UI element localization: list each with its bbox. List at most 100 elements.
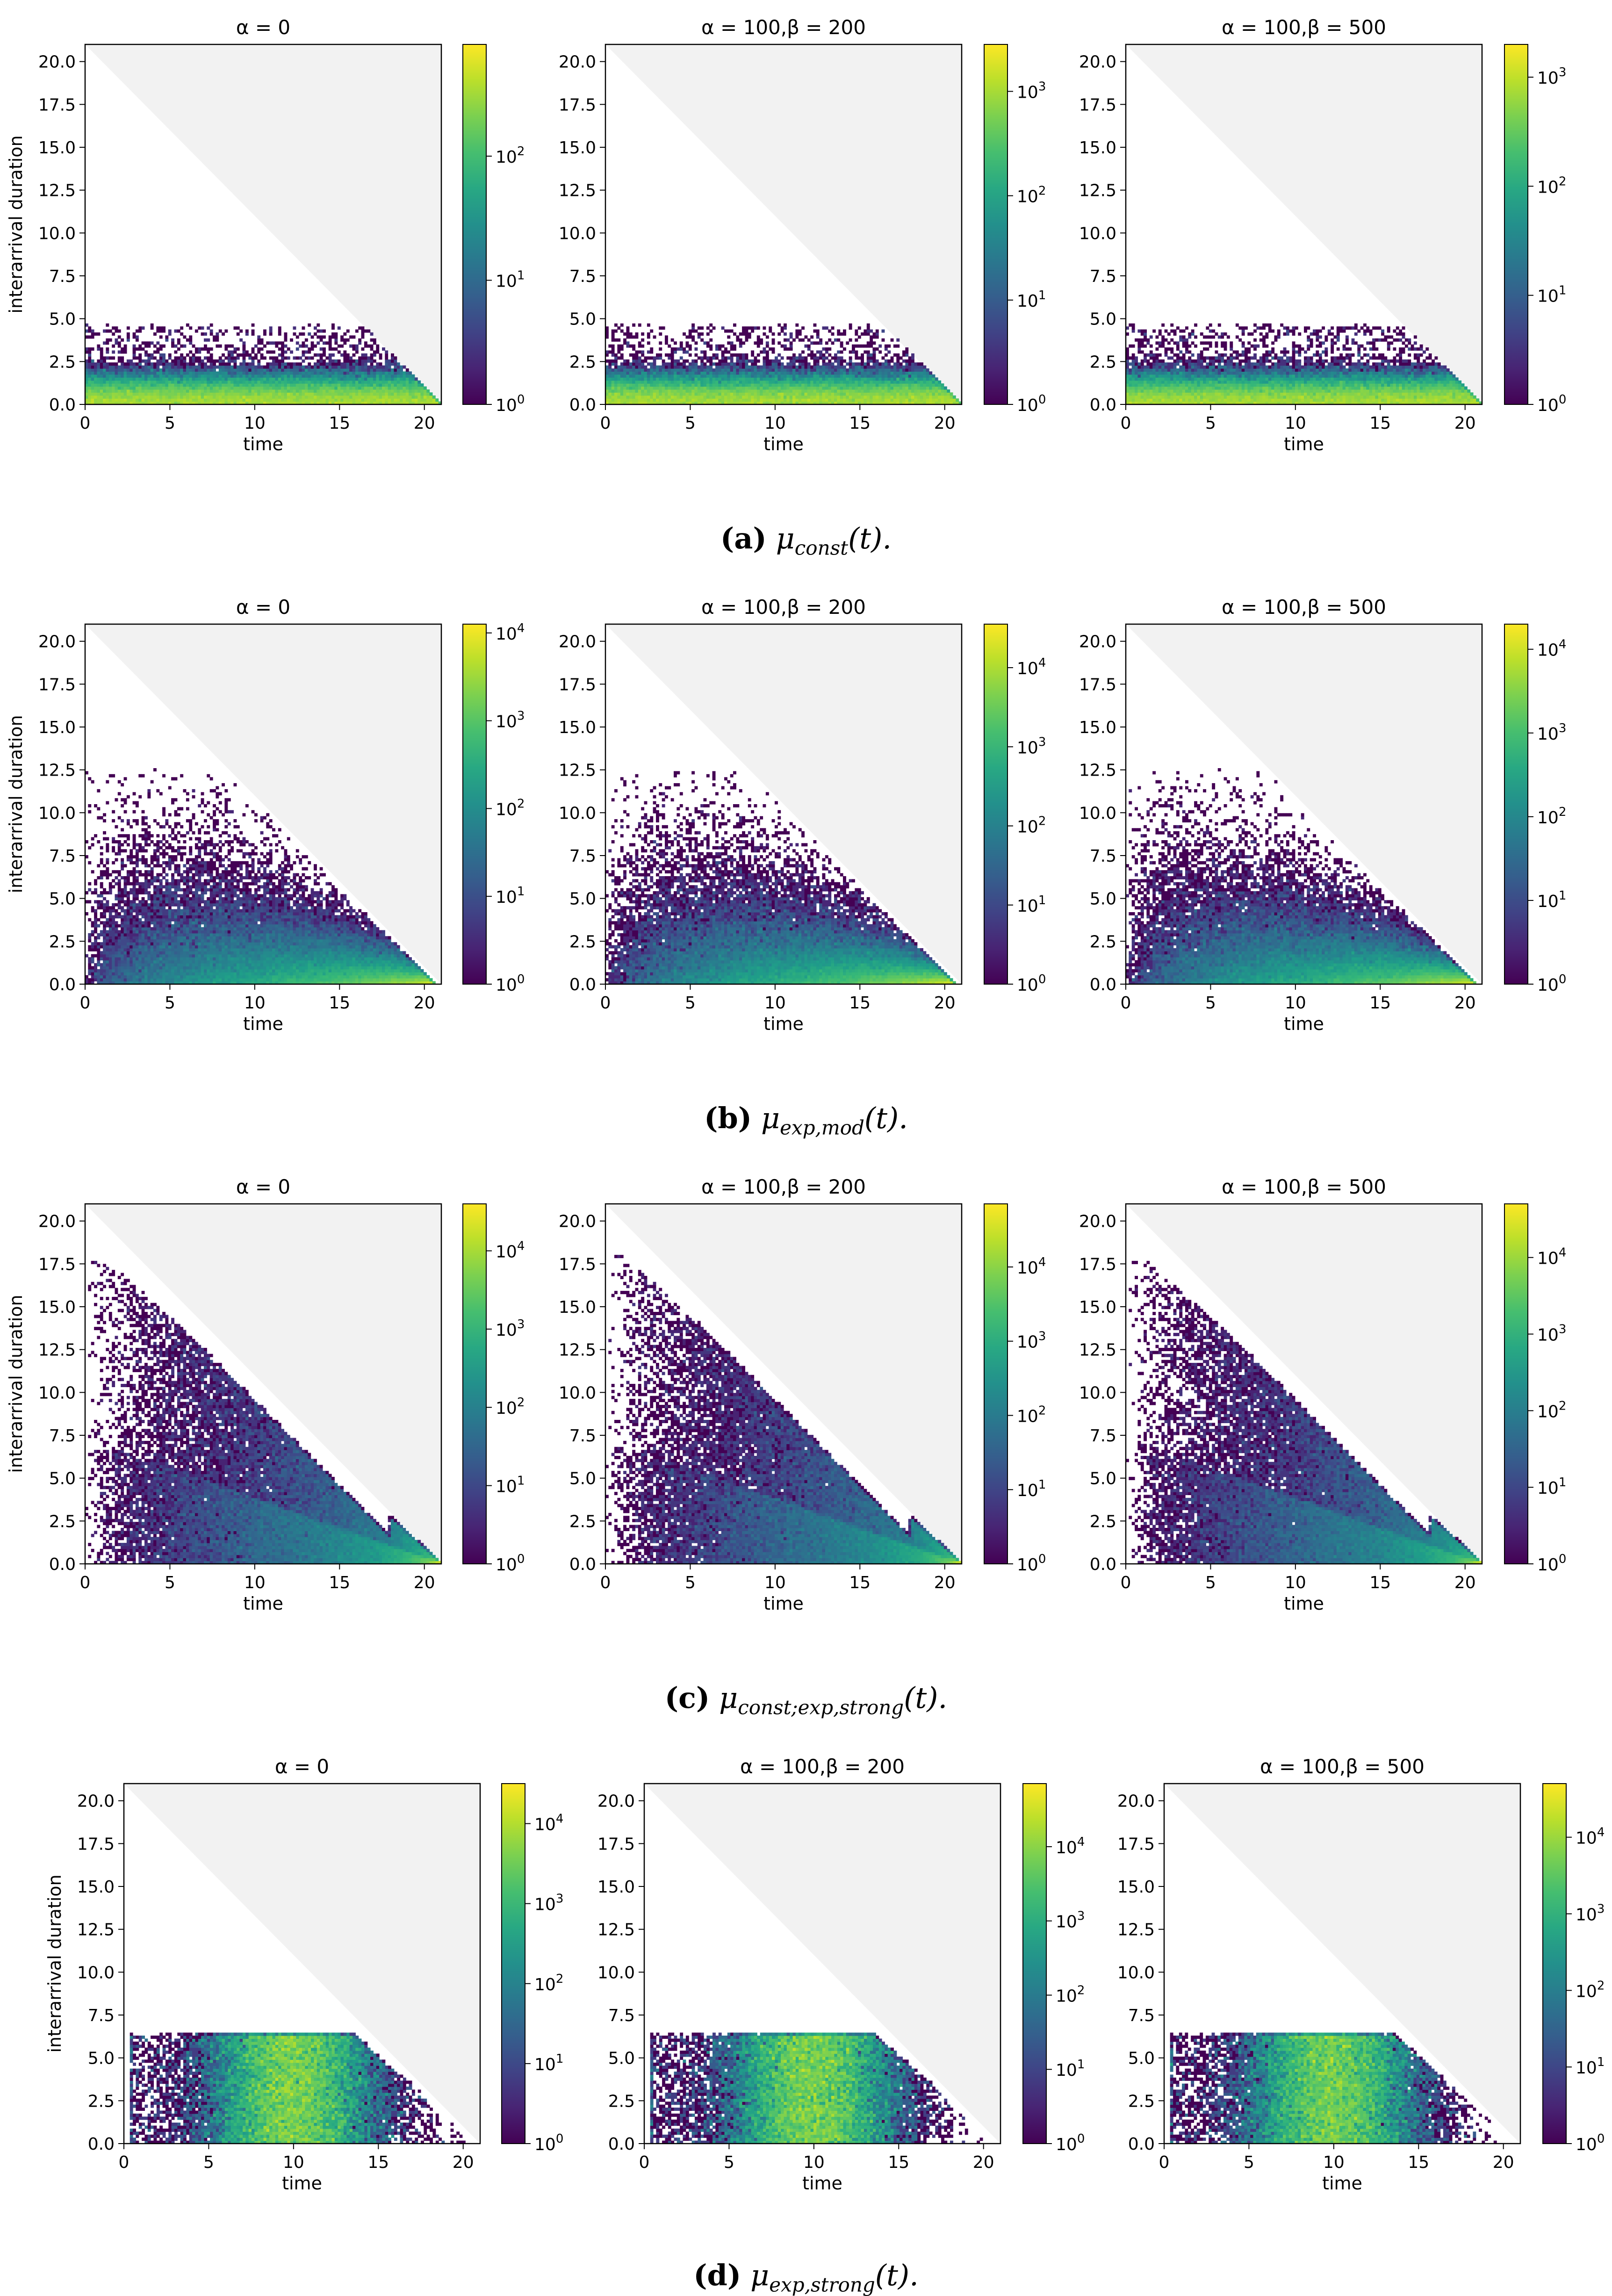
hist-cell bbox=[174, 345, 178, 348]
hist-cell bbox=[810, 368, 813, 372]
hist-cell bbox=[706, 332, 710, 336]
hist-cell bbox=[1146, 396, 1150, 399]
hist-cell bbox=[219, 392, 222, 396]
hist-cell bbox=[222, 360, 225, 363]
hist-cell bbox=[795, 371, 799, 374]
hist-cell bbox=[727, 374, 730, 378]
hist-cell bbox=[810, 392, 813, 396]
hist-cell bbox=[900, 368, 903, 372]
y-tick-label: 5.0 bbox=[49, 310, 76, 329]
hist-cell bbox=[1253, 387, 1257, 390]
hist-cell bbox=[1387, 396, 1390, 399]
hist-cell bbox=[106, 356, 109, 360]
hist-cell bbox=[668, 387, 671, 390]
hist-cell bbox=[867, 366, 870, 369]
hist-cell bbox=[674, 341, 677, 345]
hist-cell bbox=[911, 383, 914, 387]
hist-cell bbox=[1185, 396, 1188, 399]
hist-cell bbox=[834, 377, 837, 381]
hist-cell bbox=[373, 377, 376, 381]
hist-cell bbox=[772, 396, 775, 399]
hist-cell bbox=[355, 368, 359, 372]
hist-cell bbox=[370, 398, 374, 402]
hist-cell bbox=[213, 366, 216, 369]
hist-cell bbox=[97, 345, 100, 348]
hist-cell bbox=[136, 368, 139, 372]
hist-cell bbox=[706, 326, 710, 330]
hist-cell bbox=[180, 398, 183, 402]
hist-cell bbox=[867, 326, 870, 330]
hist-cell bbox=[109, 356, 112, 360]
hist-cell bbox=[831, 362, 835, 366]
hist-cell bbox=[1242, 389, 1245, 393]
hist-cell bbox=[106, 324, 109, 327]
hist-cell bbox=[308, 366, 311, 369]
hist-cell bbox=[769, 366, 772, 369]
hist-cell bbox=[156, 387, 159, 390]
hist-cell bbox=[932, 389, 936, 393]
hist-cell bbox=[828, 353, 831, 357]
hist-cell bbox=[1331, 387, 1334, 390]
hist-cell bbox=[905, 353, 908, 357]
hist-cell bbox=[156, 362, 159, 366]
hist-cell bbox=[647, 351, 650, 354]
hist-cell bbox=[620, 371, 624, 374]
hist-cell bbox=[617, 381, 620, 384]
hist-cell bbox=[1150, 389, 1153, 393]
hist-cell bbox=[355, 387, 359, 390]
hist-cell bbox=[133, 366, 136, 369]
hist-cell bbox=[376, 374, 379, 378]
hist-cell bbox=[124, 366, 127, 369]
hist-cell bbox=[412, 396, 415, 399]
hist-cell bbox=[109, 371, 112, 374]
hist-cell bbox=[153, 374, 157, 378]
hist-cell bbox=[1411, 389, 1414, 393]
hist-cell bbox=[659, 381, 662, 384]
hist-cell bbox=[805, 366, 808, 369]
hist-cell bbox=[712, 371, 716, 374]
hist-cell bbox=[278, 360, 281, 363]
hist-cell bbox=[691, 392, 695, 396]
hist-cell bbox=[361, 387, 365, 390]
hist-cell bbox=[124, 387, 127, 390]
hist-cell bbox=[668, 353, 671, 357]
hist-cell bbox=[1432, 396, 1435, 399]
hist-cell bbox=[805, 335, 808, 338]
hist-cell bbox=[281, 398, 284, 402]
hist-cell bbox=[127, 396, 130, 399]
hist-cell bbox=[902, 383, 906, 387]
hist-cell bbox=[632, 366, 635, 369]
hist-cell bbox=[198, 366, 201, 369]
hist-cell bbox=[314, 366, 317, 369]
hist-cell bbox=[751, 368, 754, 372]
hist-cell bbox=[825, 351, 828, 354]
hist-cell bbox=[311, 345, 314, 348]
hist-cell bbox=[346, 396, 350, 399]
hist-cell bbox=[323, 377, 326, 381]
hist-cell bbox=[825, 396, 828, 399]
hist-cell bbox=[650, 383, 653, 387]
hist-cell bbox=[769, 396, 772, 399]
hist-cell bbox=[353, 335, 356, 338]
hist-cell bbox=[230, 392, 234, 396]
hist-cell bbox=[926, 371, 929, 374]
hist-cell bbox=[629, 335, 633, 338]
hist-cell bbox=[777, 392, 781, 396]
hist-cell bbox=[757, 377, 760, 381]
hist-cell bbox=[786, 368, 790, 372]
hist-cell bbox=[237, 326, 240, 330]
hist-cell bbox=[736, 371, 739, 374]
hist-cell bbox=[1402, 392, 1405, 396]
hist-cell bbox=[127, 360, 130, 363]
hist-cell bbox=[112, 356, 115, 360]
hist-cell bbox=[691, 366, 695, 369]
hist-cell bbox=[1331, 389, 1334, 393]
hist-cell bbox=[825, 362, 828, 366]
hist-cell bbox=[88, 368, 91, 372]
hist-cell bbox=[127, 387, 130, 390]
hist-cell bbox=[180, 396, 183, 399]
hist-cell bbox=[156, 381, 159, 384]
hist-cell bbox=[118, 387, 121, 390]
hist-cell bbox=[706, 341, 710, 345]
hist-cell bbox=[1182, 392, 1186, 396]
